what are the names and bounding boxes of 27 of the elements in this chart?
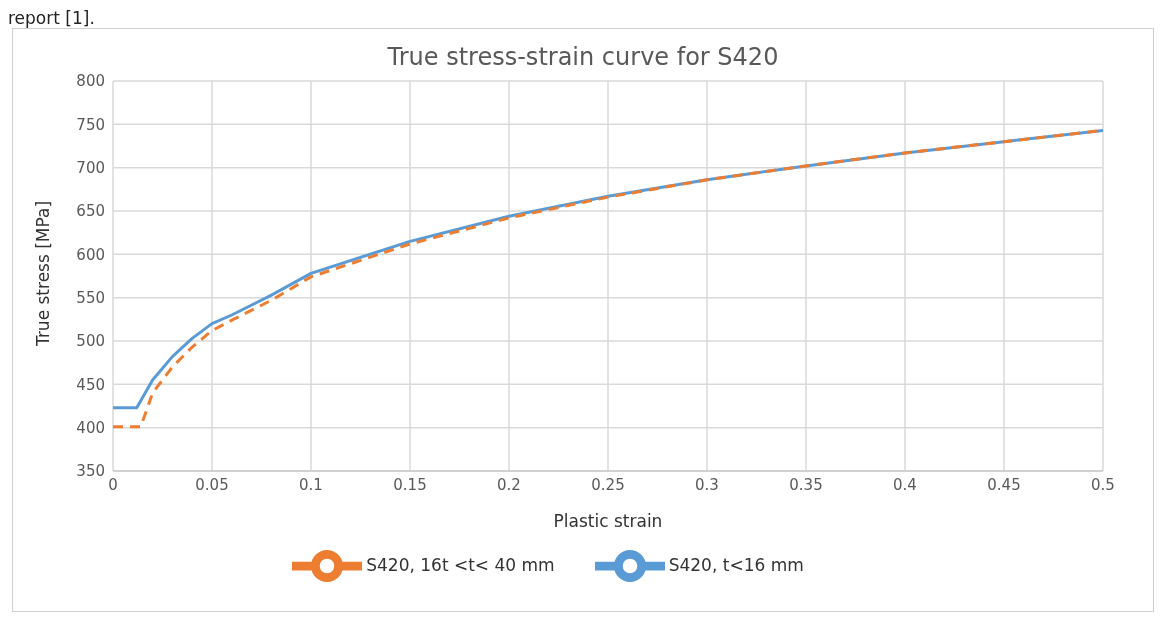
x-tick-label: 0.25 bbox=[591, 475, 625, 494]
x-tick-label: 0.15 bbox=[393, 475, 427, 494]
legend-label: S420, t<16 mm bbox=[668, 555, 804, 575]
y-tick-label: 350 bbox=[76, 462, 105, 481]
y-tick-label: 550 bbox=[76, 288, 105, 307]
y-tick-label: 600 bbox=[76, 245, 105, 264]
x-tick-label: 0.2 bbox=[497, 475, 521, 494]
x-tick-label: 0.5 bbox=[1091, 475, 1115, 494]
x-tick-label: 0.1 bbox=[299, 475, 323, 494]
y-tick-label: 650 bbox=[76, 202, 105, 221]
text: report [1]. bbox=[8, 8, 96, 28]
y-tick-label: 800 bbox=[76, 72, 105, 91]
y-tick-label: 750 bbox=[76, 115, 105, 134]
chart-title: True stress-strain curve for S420 bbox=[386, 43, 780, 71]
y-tick-label: 450 bbox=[76, 375, 105, 394]
x-tick-label: 0.45 bbox=[987, 475, 1021, 494]
x-tick-label: 0 bbox=[108, 475, 118, 494]
y-tick-label: 500 bbox=[76, 332, 105, 351]
y-axis-title: True stress [MPa] bbox=[33, 200, 54, 347]
legend-label: S420, 16t <t< 40 mm bbox=[366, 555, 555, 575]
x-tick-label: 0.35 bbox=[789, 475, 823, 494]
y-tick-label: 700 bbox=[76, 158, 105, 177]
x-tick-label: 0.05 bbox=[195, 475, 229, 494]
x-tick-label: 0.3 bbox=[695, 475, 719, 494]
y-tick-label: 400 bbox=[76, 418, 105, 437]
x-axis-title: Plastic strain bbox=[553, 511, 663, 531]
x-tick-label: 0.4 bbox=[893, 475, 917, 494]
